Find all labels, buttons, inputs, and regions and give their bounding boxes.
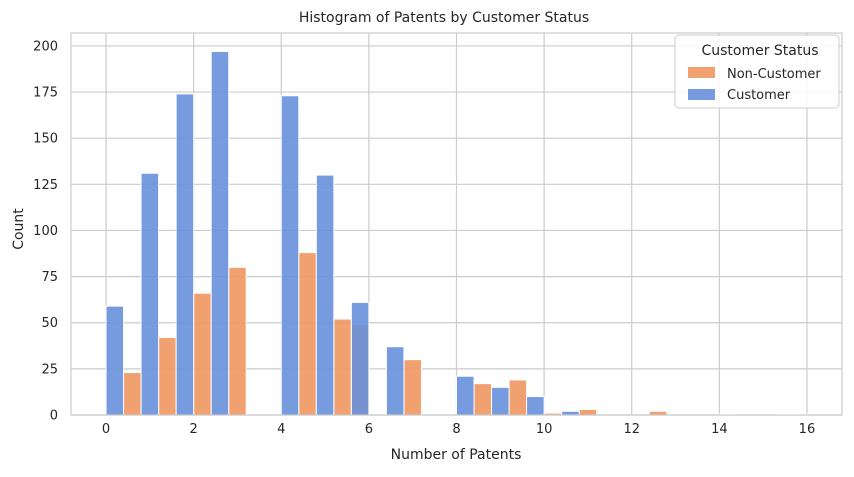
bar-customer <box>210 50 230 416</box>
bar-customer <box>456 375 475 416</box>
bar-non-customer <box>333 318 352 416</box>
bar-customer <box>526 396 545 416</box>
x-tick-label: 10 <box>536 422 553 437</box>
bar-non-customer <box>298 252 317 416</box>
x-tick-label: 16 <box>799 422 816 437</box>
x-tick-label: 14 <box>711 422 728 437</box>
bar-non-customer <box>123 372 142 416</box>
x-axis-label: Number of Patents <box>391 447 522 463</box>
x-tick-label: 12 <box>623 422 640 437</box>
y-tick-label: 25 <box>41 362 58 377</box>
legend-label-customer: Customer <box>727 88 791 103</box>
y-tick-label: 0 <box>50 409 58 424</box>
legend-swatch-customer <box>688 89 715 100</box>
legend-title: Customer Status <box>701 43 818 59</box>
x-tick-label: 2 <box>190 422 198 437</box>
legend-label-non-customer: Non-Customer <box>727 67 821 82</box>
y-tick-label: 200 <box>33 39 58 54</box>
bar-non-customer <box>228 266 247 416</box>
bar-customer <box>105 305 125 416</box>
bar-non-customer <box>158 336 177 416</box>
bar-customer <box>140 172 160 416</box>
y-tick-label: 150 <box>33 132 58 147</box>
bar-customer <box>491 386 510 416</box>
y-axis-label: Count <box>11 208 27 250</box>
chart-title: Histogram of Patents by Customer Status <box>299 10 589 26</box>
y-tick-label: 100 <box>33 224 58 239</box>
bar-non-customer <box>403 359 422 416</box>
tick-labels: 0 2 4 6 8 10 12 14 16 0 25 50 75 100 125 150 175 200 <box>33 39 815 437</box>
y-tick-label: 125 <box>33 178 58 193</box>
bar-customer <box>350 301 370 416</box>
legend: Customer Status Non-Customer Customer <box>674 34 840 109</box>
x-tick-label: 0 <box>102 422 110 437</box>
plot-border <box>70 32 843 416</box>
y-tick-label: 50 <box>41 316 58 331</box>
bar-non-customer <box>508 379 528 416</box>
x-tick-label: 4 <box>277 422 285 437</box>
y-tick-label: 75 <box>41 270 58 285</box>
bar-customer <box>280 95 300 416</box>
x-tick-label: 6 <box>365 422 373 437</box>
x-tick-label: 8 <box>452 422 460 437</box>
axis-frame <box>70 32 843 416</box>
bar-customer <box>315 174 335 416</box>
bar-non-customer <box>473 383 493 416</box>
bar-customer <box>385 346 405 416</box>
bar-customer <box>175 93 195 416</box>
bars-layer <box>105 50 808 416</box>
y-tick-label: 175 <box>33 86 58 101</box>
legend-swatch-non-customer <box>688 67 715 78</box>
bar-non-customer <box>578 408 598 416</box>
bar-non-customer <box>193 292 212 416</box>
legend-box <box>674 34 840 109</box>
